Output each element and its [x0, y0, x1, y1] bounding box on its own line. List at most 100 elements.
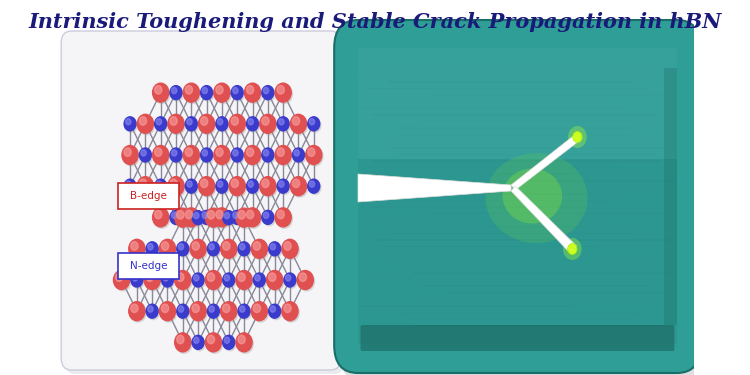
- Circle shape: [191, 303, 208, 322]
- Circle shape: [125, 181, 131, 187]
- Circle shape: [248, 181, 254, 187]
- Circle shape: [170, 210, 182, 224]
- Circle shape: [148, 243, 160, 257]
- Circle shape: [177, 242, 189, 256]
- Circle shape: [178, 306, 190, 320]
- Circle shape: [262, 148, 274, 162]
- Circle shape: [161, 273, 173, 287]
- Circle shape: [215, 209, 231, 228]
- Circle shape: [260, 177, 276, 196]
- Circle shape: [236, 208, 252, 227]
- Circle shape: [184, 147, 201, 166]
- Bar: [374, 94, 666, 96]
- Bar: [365, 154, 656, 155]
- Circle shape: [239, 244, 245, 250]
- Circle shape: [190, 239, 206, 258]
- Circle shape: [230, 177, 245, 196]
- Circle shape: [161, 242, 169, 250]
- Circle shape: [230, 178, 247, 197]
- Circle shape: [177, 335, 184, 344]
- FancyBboxPatch shape: [118, 183, 179, 209]
- Circle shape: [171, 150, 183, 164]
- Circle shape: [200, 179, 208, 188]
- Circle shape: [263, 150, 268, 156]
- Circle shape: [208, 242, 219, 256]
- Circle shape: [206, 334, 223, 353]
- Bar: [394, 68, 676, 69]
- Circle shape: [156, 118, 161, 125]
- Circle shape: [146, 304, 158, 318]
- Circle shape: [113, 270, 130, 290]
- Circle shape: [183, 83, 200, 102]
- Circle shape: [209, 306, 220, 320]
- Bar: [363, 108, 658, 109]
- Circle shape: [154, 117, 166, 131]
- Circle shape: [194, 274, 206, 288]
- Circle shape: [292, 148, 304, 162]
- Bar: [368, 285, 596, 287]
- Circle shape: [202, 212, 208, 218]
- Circle shape: [154, 179, 166, 193]
- Circle shape: [148, 306, 160, 320]
- Circle shape: [130, 304, 138, 313]
- Bar: [427, 246, 659, 248]
- Circle shape: [194, 212, 199, 219]
- Circle shape: [185, 117, 197, 131]
- Circle shape: [262, 210, 274, 224]
- Circle shape: [132, 274, 144, 288]
- Circle shape: [170, 178, 185, 197]
- Circle shape: [124, 179, 136, 193]
- Circle shape: [199, 114, 214, 134]
- Circle shape: [187, 118, 192, 125]
- Circle shape: [262, 86, 274, 100]
- Circle shape: [306, 146, 322, 165]
- Circle shape: [239, 306, 251, 320]
- FancyBboxPatch shape: [339, 28, 706, 375]
- Circle shape: [308, 148, 315, 156]
- Circle shape: [237, 334, 254, 353]
- Circle shape: [216, 86, 223, 94]
- Circle shape: [254, 304, 260, 313]
- Circle shape: [309, 181, 315, 187]
- Circle shape: [278, 118, 290, 132]
- Circle shape: [277, 210, 284, 219]
- Circle shape: [133, 275, 138, 281]
- Circle shape: [255, 275, 260, 281]
- Circle shape: [284, 273, 296, 287]
- Circle shape: [286, 275, 291, 281]
- Circle shape: [137, 177, 154, 196]
- Circle shape: [251, 302, 268, 321]
- Circle shape: [270, 306, 282, 320]
- Circle shape: [247, 148, 254, 156]
- Circle shape: [223, 335, 235, 350]
- Text: N-edge: N-edge: [130, 261, 167, 271]
- Circle shape: [263, 150, 275, 164]
- Circle shape: [278, 117, 289, 131]
- Bar: [360, 114, 616, 116]
- Circle shape: [277, 86, 284, 94]
- Circle shape: [263, 212, 268, 218]
- Circle shape: [244, 146, 260, 165]
- Circle shape: [282, 239, 298, 258]
- Circle shape: [224, 275, 230, 281]
- Circle shape: [144, 270, 160, 290]
- Bar: [366, 147, 604, 148]
- Circle shape: [270, 244, 275, 250]
- Circle shape: [185, 179, 197, 193]
- Circle shape: [292, 178, 308, 197]
- Circle shape: [246, 209, 262, 228]
- Circle shape: [156, 181, 168, 195]
- Circle shape: [130, 241, 146, 260]
- Circle shape: [236, 333, 252, 352]
- Ellipse shape: [503, 168, 562, 224]
- Circle shape: [200, 116, 216, 135]
- Circle shape: [154, 147, 170, 166]
- Circle shape: [248, 118, 254, 125]
- Circle shape: [266, 270, 283, 290]
- Circle shape: [276, 147, 292, 166]
- Circle shape: [184, 85, 201, 104]
- Circle shape: [168, 114, 184, 134]
- Circle shape: [232, 212, 244, 226]
- Circle shape: [202, 150, 208, 156]
- Bar: [363, 325, 641, 327]
